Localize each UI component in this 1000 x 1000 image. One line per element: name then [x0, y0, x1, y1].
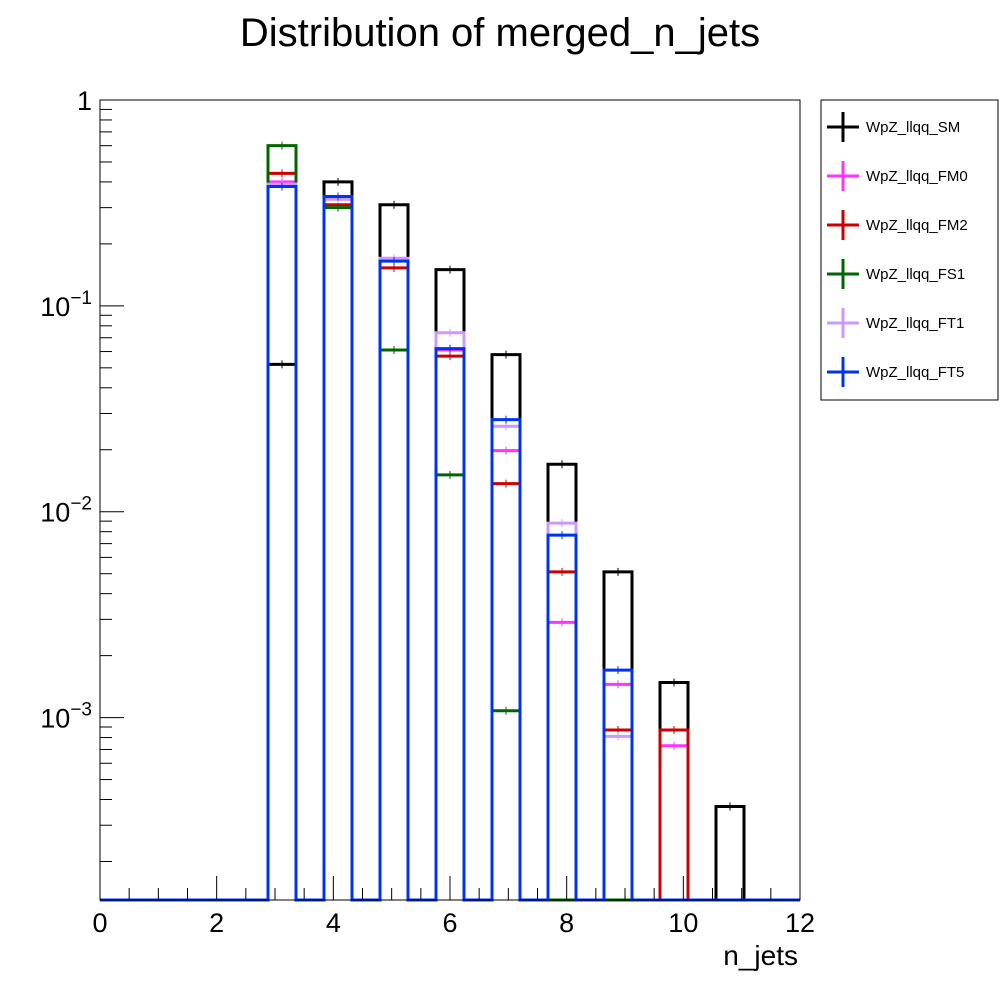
series-wpz-llqq-fs1-line	[100, 144, 800, 902]
series-wpz-llqq-fm2-line	[100, 171, 800, 902]
legend-label: WpZ_llqq_SM	[866, 119, 960, 136]
x-tick-label: 0	[92, 908, 107, 938]
legend-label: WpZ_llqq_FT1	[866, 315, 964, 332]
plot-frame	[99, 99, 801, 901]
x-tick-label: 4	[326, 908, 341, 938]
x-tick-label: 12	[785, 908, 815, 938]
y-tick-label: 10−2	[40, 494, 92, 528]
x-axis-label: n_jets	[723, 940, 798, 971]
legend-entry: WpZ_llqq_FT1	[827, 308, 964, 338]
legend-label: WpZ_llqq_FS1	[866, 266, 965, 283]
legend-label: WpZ_llqq_FT5	[866, 364, 964, 381]
x-tick-label: 8	[559, 908, 574, 938]
legend-entry: WpZ_llqq_FT5	[827, 357, 964, 387]
x-axis: 0 2 4 6 8 10 12	[92, 876, 815, 938]
y-tick-label: 10−3	[40, 700, 92, 734]
series-wpz-llqq-sm-line	[100, 180, 800, 902]
series-wpz-llqq-fm0-line	[100, 180, 800, 902]
legend-entry: WpZ_llqq_FM0	[827, 161, 968, 191]
legend-entry: WpZ_llqq_FS1	[827, 259, 965, 289]
y-tick-label: 1	[77, 86, 92, 116]
series-layer	[100, 141, 800, 902]
legend-entry: WpZ_llqq_FM2	[827, 210, 968, 240]
chart-title: Distribution of merged_n_jets	[240, 11, 760, 55]
legend: WpZ_llqq_SM WpZ_llqq_FM0 WpZ_llqq_FM2 WpZ_l…	[820, 99, 999, 401]
x-tick-label: 2	[209, 908, 224, 938]
legend-box	[820, 99, 999, 401]
x-tick-label: 10	[668, 908, 698, 938]
x-tick-label: 6	[442, 908, 457, 938]
y-tick-label: 10−1	[40, 288, 92, 322]
y-axis: 10−3 10−2 10−1 1	[40, 86, 124, 862]
legend-entry: WpZ_llqq_SM	[827, 112, 960, 142]
legend-label: WpZ_llqq_FM0	[866, 168, 968, 185]
series-wpz-llqq-ft5-line	[100, 185, 800, 902]
legend-label: WpZ_llqq_FM2	[866, 217, 968, 234]
series-wpz-llqq-ft1-line	[100, 182, 800, 902]
